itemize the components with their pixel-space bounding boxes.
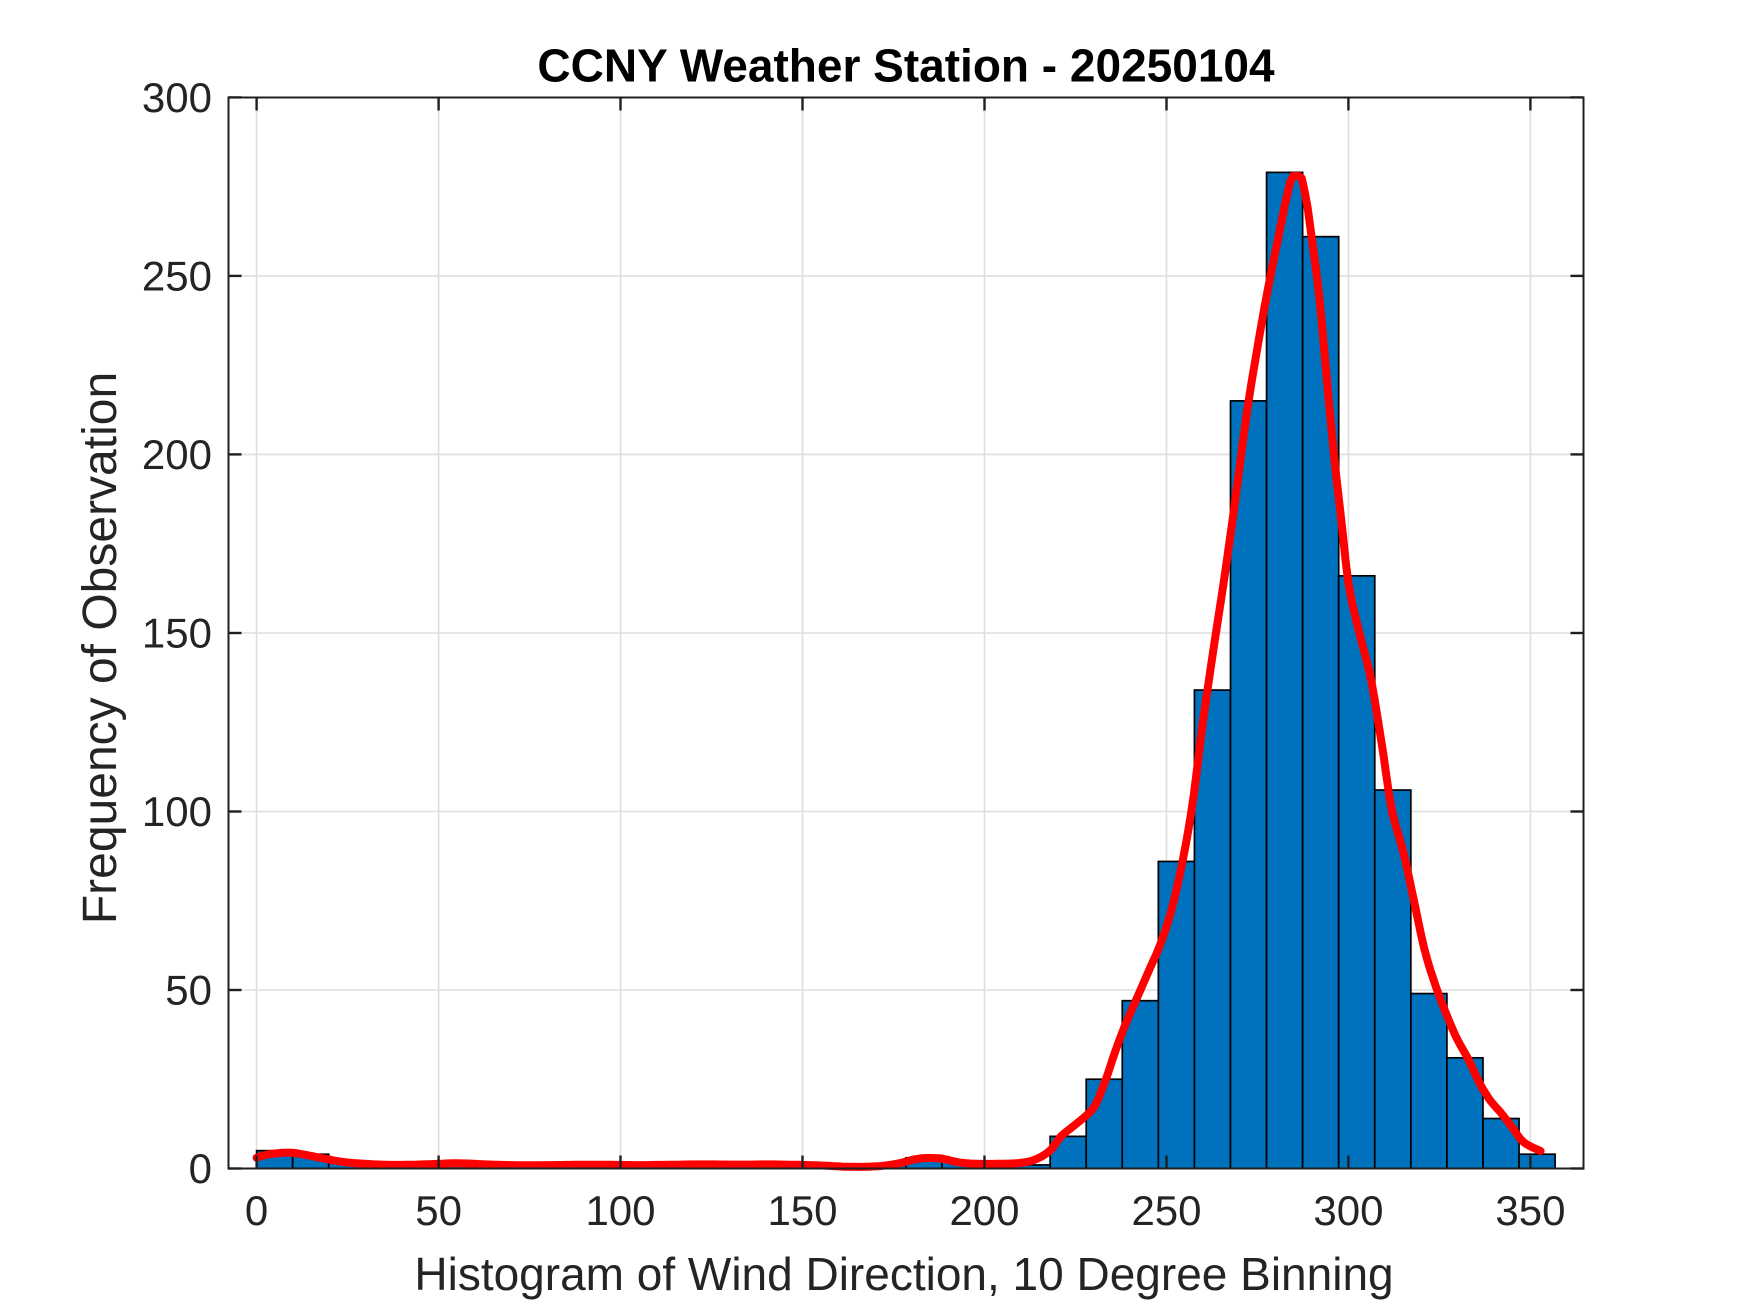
svg-text:100: 100 — [585, 1187, 655, 1234]
svg-text:0: 0 — [245, 1187, 268, 1234]
svg-text:200: 200 — [949, 1187, 1019, 1234]
svg-text:0: 0 — [189, 1145, 212, 1192]
svg-text:250: 250 — [1131, 1187, 1201, 1234]
svg-text:Frequency of Observation: Frequency of Observation — [74, 372, 127, 924]
svg-text:300: 300 — [142, 74, 212, 121]
svg-text:150: 150 — [142, 610, 212, 657]
svg-text:50: 50 — [415, 1187, 462, 1234]
svg-text:200: 200 — [142, 431, 212, 478]
svg-text:300: 300 — [1313, 1187, 1383, 1234]
svg-text:CCNY Weather Station - 2025010: CCNY Weather Station - 20250104 — [537, 40, 1275, 92]
svg-text:50: 50 — [165, 967, 212, 1014]
svg-text:350: 350 — [1495, 1187, 1565, 1234]
svg-text:150: 150 — [767, 1187, 837, 1234]
svg-text:250: 250 — [142, 252, 212, 299]
svg-text:Histogram of Wind Direction, 1: Histogram of Wind Direction, 10 Degree B… — [414, 1248, 1393, 1300]
svg-text:100: 100 — [142, 788, 212, 835]
